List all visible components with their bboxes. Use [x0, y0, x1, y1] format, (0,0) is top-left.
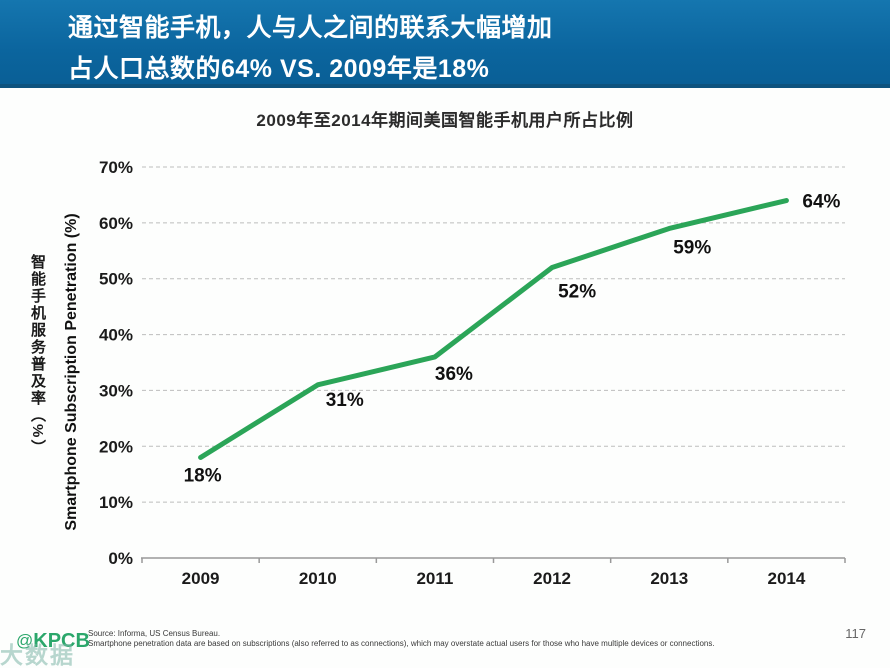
- data-label: 52%: [558, 282, 596, 303]
- x-tick-label: 2011: [416, 569, 453, 588]
- y-tick-label: 70%: [99, 158, 133, 177]
- y-tick-label: 60%: [99, 214, 133, 233]
- chart-svg: 0% 10% 20% 30% 40% 50% 60% 70% 2009 2010 2011 2012 2…: [99, 158, 846, 588]
- header-banner: 通过智能手机，人与人之间的联系大幅增加 占人口总数的64% VS. 2009年是…: [0, 0, 890, 88]
- y-tick-label: 50%: [99, 270, 133, 289]
- y-axis-label-chinese: 智能手机服务普及率（%）: [29, 254, 46, 457]
- source-note: Source: Informa, US Census Bureau. Smart…: [88, 629, 715, 649]
- watermark-text: 大数据: [0, 642, 75, 668]
- y-tick-label: 0%: [108, 549, 133, 568]
- x-tick-label: 2014: [768, 569, 806, 588]
- data-label: 36%: [435, 364, 473, 385]
- source-line1: Source: Informa, US Census Bureau.: [88, 629, 221, 638]
- data-label: 18%: [184, 465, 222, 486]
- data-label: 59%: [673, 237, 711, 258]
- y-tick-label: 30%: [99, 381, 133, 400]
- x-tick-label: 2010: [299, 569, 337, 588]
- page-number: 117: [845, 626, 866, 641]
- source-line2: Smartphone penetration data are based on…: [88, 639, 715, 648]
- banner-title-line2: 占人口总数的64% VS. 2009年是18%: [68, 55, 490, 83]
- x-tick-label: 2012: [533, 569, 571, 588]
- y-tick-label: 40%: [99, 326, 133, 345]
- y-tick-label: 10%: [99, 493, 133, 512]
- data-label: 31%: [326, 390, 364, 411]
- kpcb-logo: @KPCB: [16, 630, 90, 653]
- at-sign: @: [16, 631, 34, 650]
- chart-title: 2009年至2014年期间美国智能手机用户所占比例: [256, 111, 634, 130]
- data-line: [198, 198, 789, 460]
- x-tick-label: 2013: [650, 569, 688, 588]
- kpcb-logo-text: KPCB: [33, 630, 90, 652]
- data-label: 64%: [802, 192, 840, 213]
- x-tick-label: 2009: [182, 569, 220, 588]
- y-tick-label: 20%: [99, 437, 133, 456]
- banner-title-line1: 通过智能手机，人与人之间的联系大幅增加: [68, 14, 553, 42]
